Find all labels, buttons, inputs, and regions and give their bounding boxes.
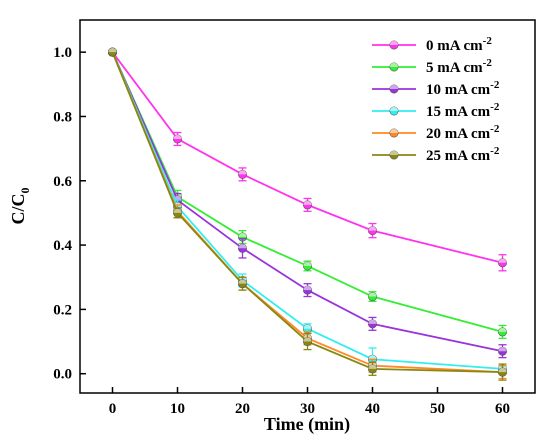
legend-label: 20 mA cm-2 [426,123,500,142]
data-point-highlight [238,279,247,284]
data-point-highlight [303,324,312,329]
x-tick-label: 40 [365,401,380,417]
data-point-highlight [368,364,377,369]
legend-item: 5 mA cm-2 [372,57,492,76]
legend-label-text: 15 mA cm [426,104,491,120]
x-axis-label: Time (min) [264,414,350,435]
data-point-highlight [303,285,312,291]
y-tick-label: 0.4 [53,238,72,254]
legend-label-superscript: -2 [483,35,493,47]
data-point-highlight [173,195,182,201]
data-point-highlight [303,200,312,205]
legend-marker-highlight [389,40,399,45]
data-point-highlight [498,367,507,373]
data-point-highlight [173,208,182,213]
x-tick-label: 0 [109,401,117,417]
y-axis-label-main: C/C [8,194,28,225]
series-2 [108,47,507,359]
legend-marker-highlight [389,128,399,133]
data-point-highlight [303,337,312,342]
y-tick-label: 0.2 [53,302,72,318]
legend-marker-highlight [389,62,399,67]
y-tick-label: 0.8 [53,109,72,125]
legend-label-superscript: -2 [490,101,500,113]
legend-marker-highlight [389,150,399,155]
data-point-highlight [303,261,312,266]
legend-label: 15 mA cm-2 [426,101,500,120]
series-line [111,51,503,370]
data-point-highlight [108,47,117,53]
legend-label-superscript: -2 [490,123,500,135]
legend-marker-highlight [389,106,399,111]
series-line [111,51,503,333]
data-point-highlight [238,244,247,249]
x-axis: 0 10 20 30 40 50 60 [109,387,510,417]
data-point-highlight [368,292,377,297]
data-point-highlight [368,226,377,231]
series-line [111,51,503,353]
legend-label: 25 mA cm-2 [426,145,500,164]
legend-label-superscript: -2 [490,145,500,157]
x-tick-label: 30 [300,401,315,417]
legend-label-text: 20 mA cm [426,126,491,142]
legend-label-superscript: -2 [483,57,493,69]
legend-label-text: 10 mA cm [426,82,491,98]
legend-label-text: 25 mA cm [426,148,491,164]
legend-label-text: 5 mA cm [426,60,483,76]
y-tick-label: 0.6 [53,174,72,190]
data-point-highlight [498,327,507,332]
y-axis-label-subscript: 0 [18,188,32,194]
data-point-highlight [368,319,377,324]
legend-item: 25 mA cm-2 [372,145,500,164]
series-5 [108,47,507,381]
legend-label: 0 mA cm-2 [426,35,492,54]
x-tick-label: 50 [430,401,445,417]
x-tick-label: 10 [170,401,185,417]
data-point-highlight [498,258,507,263]
data-point-highlight [368,355,377,360]
series-line [111,51,503,264]
legend-item: 20 mA cm-2 [372,123,500,142]
y-axis-label: C/C0 [8,188,32,225]
legend-marker-highlight [389,84,399,89]
legend: 0 mA cm-25 mA cm-210 mA cm-215 mA cm-220… [372,35,500,164]
y-axis: 0.0 0.2 0.4 0.6 0.8 1.0 [53,45,86,383]
y-tick-label: 0.0 [53,367,72,383]
x-tick-label: 20 [235,401,250,417]
data-point-highlight [173,134,182,139]
data-point-highlight [238,170,247,175]
y-tick-label: 1.0 [53,45,72,61]
legend-label-superscript: -2 [490,79,500,91]
data-point-highlight [498,346,507,352]
legend-label-text: 0 mA cm [426,38,483,54]
series-layer [108,47,507,381]
legend-item: 10 mA cm-2 [372,79,500,98]
series-line [111,51,503,373]
legend-label: 5 mA cm-2 [426,57,492,76]
legend-item: 15 mA cm-2 [372,101,500,120]
data-point-highlight [238,232,247,238]
legend-item: 0 mA cm-2 [372,35,492,54]
legend-label: 10 mA cm-2 [426,79,500,98]
x-tick-label: 60 [495,401,510,417]
